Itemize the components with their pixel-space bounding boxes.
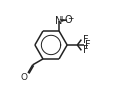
Text: F: F [83, 45, 89, 55]
Text: F: F [83, 35, 89, 45]
Text: +: + [58, 15, 64, 24]
Text: N: N [55, 16, 63, 26]
Text: F: F [85, 40, 91, 50]
Text: O: O [20, 73, 27, 82]
Text: O: O [65, 15, 72, 25]
Text: −: − [67, 14, 74, 23]
